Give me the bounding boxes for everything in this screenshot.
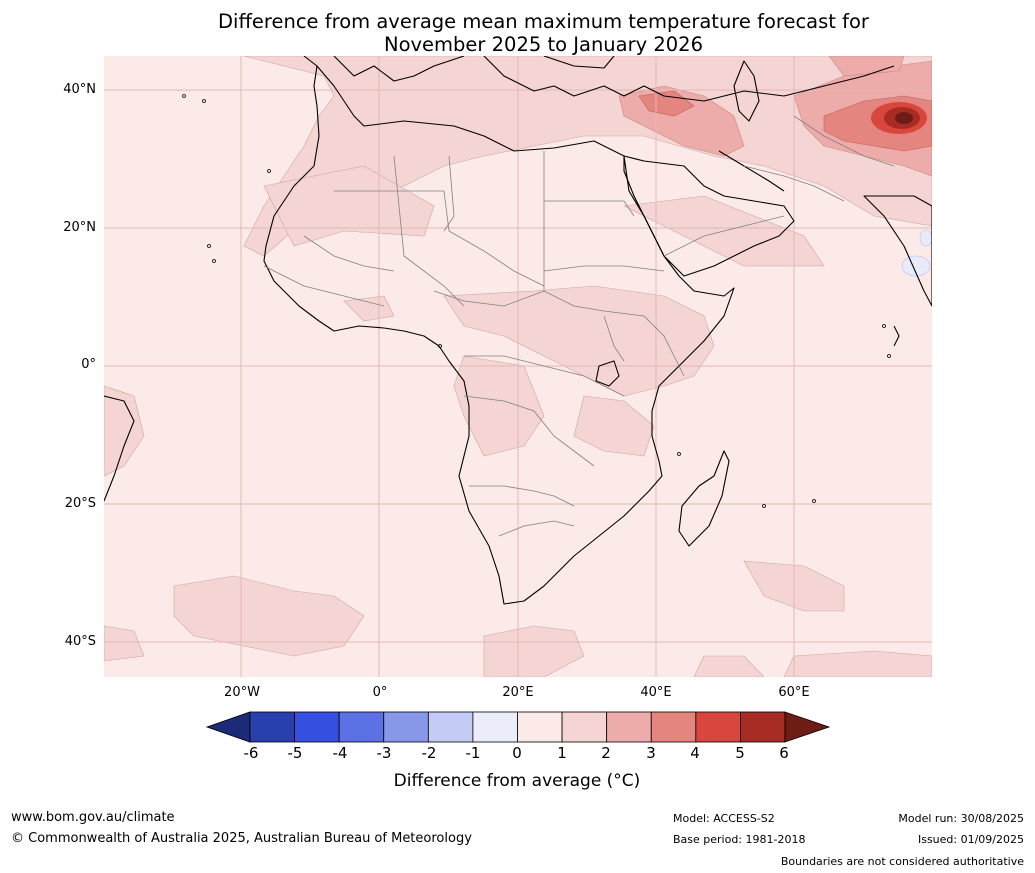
lon-label-20w: 20°W xyxy=(224,685,260,700)
colorbar-tick: -4 xyxy=(332,744,348,762)
website-text: www.bom.gov.au/climate xyxy=(11,810,175,825)
colorbar-cell xyxy=(606,711,652,743)
model-text: Model: ACCESS-S2 xyxy=(673,812,775,825)
map-canvas xyxy=(104,56,932,677)
colorbar xyxy=(205,711,831,743)
forecast-map xyxy=(104,56,932,677)
colorbar-cell xyxy=(427,711,474,743)
colorbar-cell xyxy=(695,711,741,743)
colorbar-cell xyxy=(740,711,786,743)
title-line-1: Difference from average mean maximum tem… xyxy=(218,10,869,33)
colorbar-tick: 4 xyxy=(690,744,700,762)
colorbar-tick: -2 xyxy=(421,744,437,762)
colorbar-tick: -1 xyxy=(465,744,481,762)
country-borders xyxy=(263,115,895,537)
colorbar-cell xyxy=(561,711,608,743)
anomaly-band-neg1-0 xyxy=(901,229,932,277)
lon-label-60e: 60°E xyxy=(778,685,810,700)
lon-label-20e: 20°E xyxy=(502,685,534,700)
issued-text: Issued: 01/09/2025 xyxy=(917,833,1024,846)
colorbar-cells xyxy=(205,711,831,743)
copyright-text: © Commonwealth of Australia 2025, Austra… xyxy=(11,831,472,846)
lon-label-40e: 40°E xyxy=(640,685,672,700)
disclaimer-text: Boundaries are not considered authoritat… xyxy=(780,855,1024,868)
title-line-2: November 2025 to January 2026 xyxy=(384,33,703,56)
colorbar-cell xyxy=(650,711,697,743)
model-run-text: Model run: 30/08/2025 xyxy=(898,812,1024,825)
colorbar-tick: -5 xyxy=(287,744,303,762)
colorbar-cell xyxy=(249,711,295,743)
colorbar-tick: -6 xyxy=(243,744,259,762)
colorbar-tick: 6 xyxy=(779,744,789,762)
colorbar-tick: 0 xyxy=(512,744,522,762)
lat-label-40n: 40°N xyxy=(63,82,96,97)
graticule xyxy=(104,56,932,677)
base-period-text: Base period: 1981-2018 xyxy=(673,833,806,846)
colorbar-tick: 2 xyxy=(601,744,611,762)
colorbar-tick: -3 xyxy=(376,744,392,762)
colorbar-extend-low xyxy=(205,711,251,743)
colorbar-cell xyxy=(338,711,385,743)
colorbar-cell xyxy=(383,711,429,743)
anomaly-core xyxy=(871,102,927,134)
lat-label-20n: 20°N xyxy=(63,220,96,235)
lat-label-40s: 40°S xyxy=(64,634,96,649)
islands xyxy=(182,94,891,508)
colorbar-tick: 5 xyxy=(735,744,745,762)
map-title: Difference from average mean maximum tem… xyxy=(0,10,1035,56)
lon-label-0: 0° xyxy=(372,685,388,700)
lat-label-20s: 20°S xyxy=(64,496,96,511)
coastlines xyxy=(104,56,932,605)
colorbar-tick: 3 xyxy=(646,744,656,762)
lat-label-0: 0° xyxy=(81,357,96,372)
colorbar-tick: 1 xyxy=(557,744,567,762)
colorbar-cell xyxy=(517,711,563,743)
colorbar-extend-high xyxy=(784,711,831,743)
colorbar-cell xyxy=(294,711,340,743)
colorbar-label: Difference from average (°C) xyxy=(393,771,641,791)
colorbar-cell xyxy=(472,711,518,743)
